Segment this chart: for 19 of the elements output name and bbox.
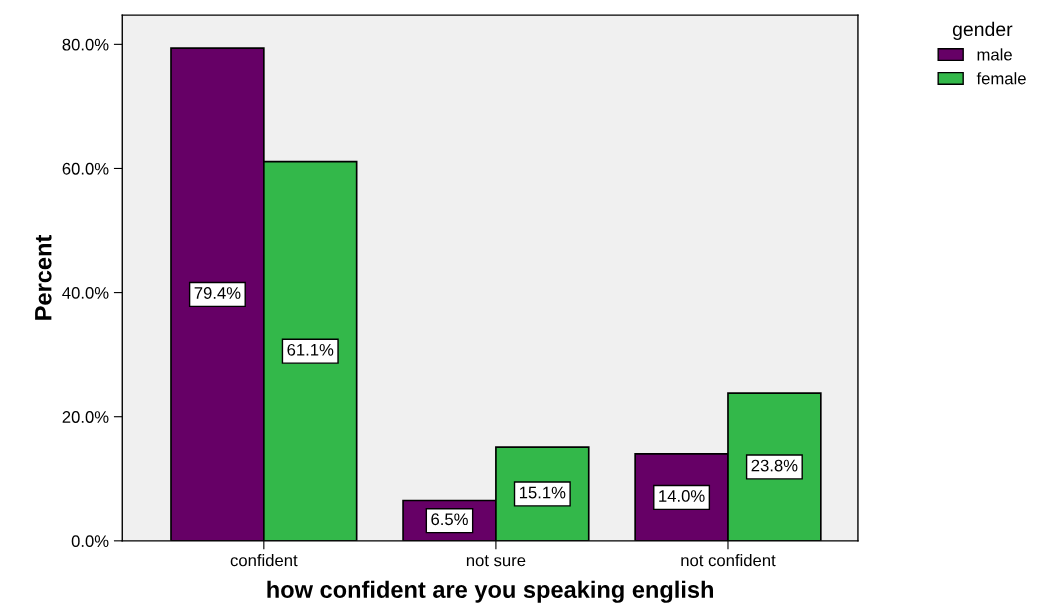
data-label: 14.0% [659, 490, 705, 502]
data-label: 23.8% [751, 459, 798, 472]
data-label: 61.1% [287, 343, 334, 356]
y-axis-title: Percent [35, 234, 52, 320]
y-tick-label: 80.0% [62, 38, 109, 51]
x-tick-label: not confident [681, 554, 776, 567]
data-label: 15.1% [519, 486, 566, 499]
data-label: 79.4% [194, 287, 241, 299]
y-tick-label: 40.0% [62, 286, 109, 299]
y-tick-label: 0.0% [71, 535, 109, 548]
legend-label: male [977, 48, 1012, 61]
y-tick-label: 20.0% [62, 411, 109, 423]
x-tick-label: confident [230, 554, 298, 567]
y-tick-label: 60.0% [62, 162, 109, 175]
x-tick-label: not sure [466, 555, 526, 567]
x-axis-title: how confident are you speaking english [267, 580, 713, 603]
legend-label: female [976, 72, 1026, 85]
data-label: 6.5% [431, 513, 468, 526]
legend-title: gender [952, 21, 1013, 40]
